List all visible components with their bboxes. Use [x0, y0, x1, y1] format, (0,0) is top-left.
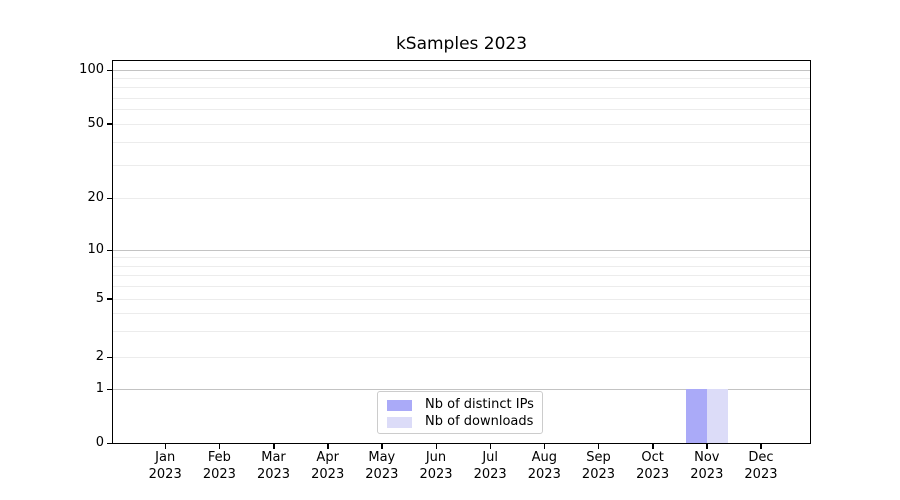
x-tick-label: Feb 2023 [189, 450, 249, 483]
x-tick-mark [381, 444, 383, 449]
y-gridline-minor [113, 298, 810, 300]
x-tick-label-month: Aug [531, 450, 557, 465]
y-tick-mark [107, 197, 112, 199]
y-gridline-minor [113, 257, 810, 259]
y-gridline-minor [113, 357, 810, 358]
x-tick-label-month: Jun [425, 450, 447, 465]
y-tick-label: 50 [87, 115, 104, 131]
x-tick-label-month: Oct [641, 450, 664, 465]
x-tick-mark [435, 444, 437, 449]
y-tick-label: 20 [87, 190, 104, 205]
x-tick-label: Dec 2023 [731, 450, 791, 483]
x-tick-label: Sep 2023 [568, 450, 628, 483]
legend-item: Nb of distinct IPs [387, 397, 534, 413]
y-tick-mark [107, 388, 112, 390]
x-tick-label-month: Jan [155, 450, 176, 465]
x-tick-label: Nov 2023 [677, 450, 737, 483]
y-gridline-minor [113, 274, 810, 276]
x-tick-label-month: Nov [694, 450, 720, 465]
y-gridline-minor [113, 265, 810, 267]
x-tick-label: Jun 2023 [406, 450, 466, 483]
x-tick-mark [489, 444, 492, 449]
y-tick-label: 1 [95, 381, 104, 396]
y-tick-mark [107, 356, 112, 358]
y-tick-mark [107, 442, 112, 444]
y-tick-label: 100 [79, 62, 104, 77]
y-tick-mark [107, 249, 112, 251]
x-tick-label-year: 2023 [256, 466, 291, 482]
y-tick-label: 0 [95, 435, 104, 450]
x-tick-label-month: Mar [261, 450, 286, 465]
legend-label: Nb of downloads [425, 414, 534, 429]
chart-title: kSamples 2023 [395, 34, 528, 54]
plot-area [112, 60, 811, 444]
y-tick-label: 2 [95, 349, 104, 364]
y-gridline-minor [113, 78, 810, 80]
y-gridline-minor [113, 123, 810, 125]
legend-swatch-distinct-ips [387, 399, 412, 411]
y-gridline-major [113, 250, 810, 251]
legend-label: Nb of distinct IPs [425, 397, 534, 412]
y-gridline-minor [113, 198, 810, 199]
bar-downloads [706, 389, 728, 443]
x-tick-mark [164, 444, 167, 449]
x-tick-label: Mar 2023 [244, 450, 304, 483]
y-gridline-minor [113, 109, 810, 111]
y-gridline-minor [113, 331, 810, 333]
y-tick-mark [107, 298, 112, 300]
x-tick-label: Jul 2023 [460, 450, 520, 483]
x-tick-label-month: Apr [316, 450, 339, 465]
x-tick-mark [597, 444, 600, 449]
x-tick-label: May 2023 [352, 450, 412, 483]
x-tick-label-year: 2023 [202, 466, 236, 482]
y-gridline-major [113, 70, 810, 71]
y-tick-label: 5 [95, 290, 104, 306]
x-tick-label-year: 2023 [311, 466, 345, 482]
y-gridline-minor [113, 97, 810, 99]
x-tick-label: Jan 2023 [135, 450, 195, 483]
y-gridline-minor [113, 285, 810, 287]
x-tick-label-year: 2023 [744, 466, 778, 482]
x-tick-label-month: Jul [482, 450, 498, 465]
x-tick-label-month: Feb [207, 450, 231, 465]
x-tick-label-month: Dec [748, 450, 774, 465]
x-tick-label: Oct 2023 [623, 450, 683, 483]
bar-distinct-ips [685, 389, 707, 443]
x-tick-label-year: 2023 [419, 466, 453, 482]
legend: Nb of distinct IPs Nb of downloads [377, 391, 543, 434]
legend-item: Nb of downloads [387, 414, 533, 430]
x-tick-label: Aug 2023 [514, 450, 574, 483]
x-tick-mark [327, 444, 329, 449]
x-tick-label-year: 2023 [690, 466, 724, 482]
x-tick-label-year: 2023 [581, 466, 616, 482]
y-gridline-minor [113, 165, 810, 167]
x-tick-label-year: 2023 [473, 466, 507, 482]
x-tick-label-year: 2023 [148, 466, 182, 482]
y-tick-label: 10 [87, 242, 104, 257]
y-gridline-major [113, 389, 810, 390]
y-gridline-minor [113, 87, 810, 89]
y-tick-mark [107, 69, 112, 71]
x-tick-label-year: 2023 [365, 466, 399, 482]
x-tick-mark [273, 444, 275, 449]
x-tick-mark [218, 444, 221, 449]
x-tick-mark [706, 444, 708, 449]
x-tick-label-year: 2023 [636, 466, 670, 482]
x-tick-label-month: Sep [586, 450, 611, 465]
y-gridline-minor [113, 312, 810, 314]
y-gridline-minor [113, 141, 810, 143]
x-tick-mark [652, 444, 654, 449]
x-tick-label-month: May [368, 450, 396, 465]
legend-swatch-downloads [387, 416, 412, 428]
x-tick-mark [760, 444, 762, 449]
y-tick-mark [107, 123, 112, 125]
x-tick-label: Apr 2023 [298, 450, 358, 483]
x-tick-mark [543, 444, 546, 449]
x-tick-label-year: 2023 [527, 466, 561, 482]
